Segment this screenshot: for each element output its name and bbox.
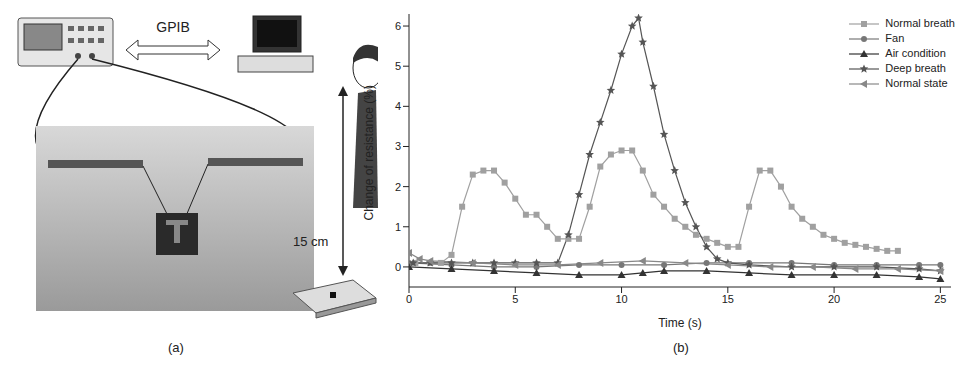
html-text:(b): (b)	[673, 340, 689, 355]
html-text:Normal breath: Normal breath	[885, 17, 955, 29]
svg-text:4: 4	[395, 100, 401, 112]
svg-text:15: 15	[722, 293, 734, 305]
html-text:Deep breath: Deep breath	[885, 62, 946, 74]
svg-text:10: 10	[615, 293, 627, 305]
html-text:Normal state: Normal state	[885, 77, 948, 89]
svg-text:5: 5	[512, 293, 518, 305]
svg-text:0: 0	[406, 293, 412, 305]
html-text:Air condition: Air condition	[885, 47, 946, 59]
svg-text:6: 6	[395, 20, 401, 32]
html-text:Fan: Fan	[885, 32, 905, 44]
svg-text:25: 25	[934, 293, 946, 305]
svg-text:20: 20	[828, 293, 840, 305]
svg-text:5: 5	[395, 60, 401, 72]
svg-text:Time (s): Time (s)	[658, 316, 702, 330]
html-text:(a): (a)	[168, 340, 184, 355]
svg-text:1: 1	[395, 221, 401, 233]
svg-text:15 cm: 15 cm	[293, 234, 328, 249]
svg-text:GPIB: GPIB	[156, 19, 189, 35]
svg-text:3: 3	[395, 140, 401, 152]
svg-text:Change of resistance (%): Change of resistance (%)	[362, 85, 376, 220]
svg-text:0: 0	[395, 261, 401, 273]
svg-text:2: 2	[395, 181, 401, 193]
